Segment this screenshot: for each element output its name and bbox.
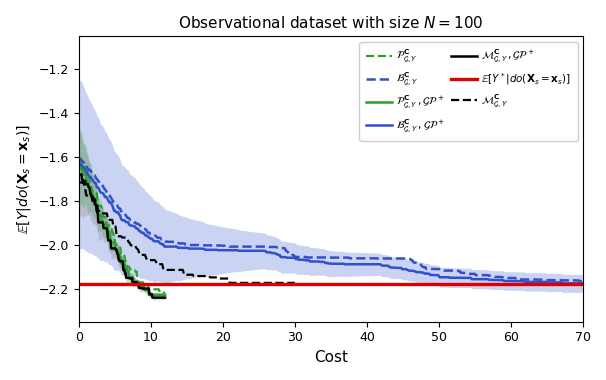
Y-axis label: $\mathbb{E}[Y|do(\mathbf{X}_s = \mathbf{x}_s)]$: $\mathbb{E}[Y|do(\mathbf{X}_s = \mathbf{… [15,124,33,234]
X-axis label: Cost: Cost [314,350,348,365]
Title: Observational dataset with size $N = 100$: Observational dataset with size $N = 100… [178,15,484,31]
Legend: $\mathcal{P}^{\mathbf{C}}_{\mathcal{G}, Y}$, $\mathcal{B}^{\mathbf{C}}_{\mathcal: $\mathcal{P}^{\mathbf{C}}_{\mathcal{G}, … [359,41,578,141]
